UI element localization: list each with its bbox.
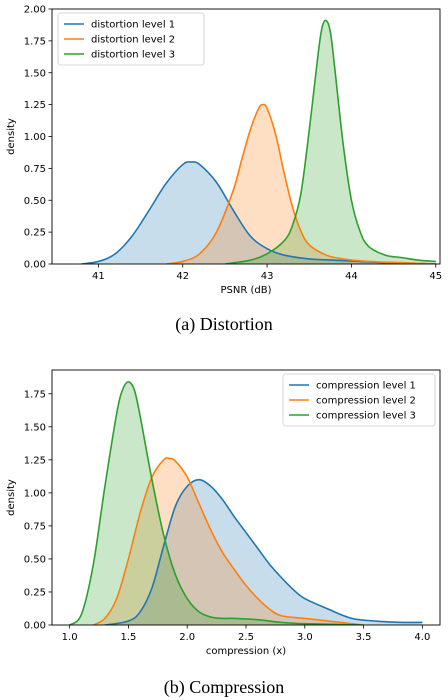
x-tick-label: 42 [176, 271, 189, 282]
y-tick-label: 1.25 [24, 455, 46, 466]
y-tick-label: 1.00 [24, 488, 46, 499]
series-line-3 [69, 381, 364, 625]
x-tick-label: 1.5 [120, 632, 136, 643]
y-axis-label: density [6, 479, 17, 516]
series-fill-1 [81, 161, 436, 264]
y-tick-label: 0.75 [24, 164, 46, 175]
y-tick-label: 0.25 [24, 228, 46, 239]
series-line-3 [224, 19, 436, 264]
legend: compression level 1 compression level 2 co… [282, 373, 436, 427]
x-tick-label: 2.5 [238, 632, 254, 643]
legend-box [282, 373, 436, 427]
caption-compression: (b) Compression [163, 677, 285, 697]
x-axis-label: PSNR (dB) [221, 285, 272, 296]
y-tick-label: 1.50 [24, 422, 46, 433]
x-tick-label: 4.0 [414, 632, 430, 643]
x-tick-label: 45 [429, 271, 442, 282]
legend-box [57, 12, 205, 66]
x-axis-label: compression (x) [206, 646, 286, 657]
y-tick-label: 0.75 [24, 521, 46, 532]
distortion-chart: 41 42 43 44 45 0.00 0.25 0.50 0.75 1.00 1.25 1.50 1.… [6, 5, 442, 297]
legend-label-3: distortion level 3 [91, 50, 175, 61]
y-tick-label: 0.25 [24, 587, 46, 598]
y-tick-label: 1.50 [24, 68, 46, 79]
x-tick-label: 44 [345, 271, 358, 282]
series-fill-3 [69, 381, 364, 625]
y-tick-label: 0.00 [24, 260, 46, 271]
series-fill-3 [224, 20, 436, 264]
series-line-2 [92, 457, 364, 625]
y-tick-label: 1.25 [24, 100, 46, 111]
y-axis-label: density [6, 118, 17, 155]
plot-area [69, 381, 423, 625]
legend-label-1: distortion level 1 [91, 20, 175, 31]
x-tick-label: 3.5 [356, 632, 372, 643]
y-tick-label: 0.50 [24, 554, 46, 565]
y-tick-label: 2.00 [24, 5, 46, 16]
y-tick-label: 1.75 [24, 389, 46, 400]
x-tick-label: 2.0 [179, 632, 195, 643]
x-tick-label: 3.0 [297, 632, 313, 643]
x-tick-label: 41 [92, 271, 105, 282]
series-fill-2 [93, 457, 364, 625]
plot-area [81, 19, 436, 264]
legend-label-2: distortion level 2 [91, 35, 175, 46]
caption-distortion: (a) Distortion [175, 314, 273, 334]
series-fill-1 [104, 479, 423, 625]
y-tick-label: 1.75 [24, 36, 46, 47]
y-tick-label: 0.50 [24, 196, 46, 207]
legend-label-2: compression level 2 [316, 396, 416, 407]
legend: distortion level 1 distortion level 2 dist… [57, 12, 205, 66]
y-tick-label: 1.00 [24, 132, 46, 143]
x-tick-label: 1.0 [62, 632, 78, 643]
y-tick-label: 0.00 [24, 621, 46, 632]
series-fill-2 [165, 104, 436, 264]
legend-label-1: compression level 1 [316, 381, 416, 392]
x-tick-label: 43 [261, 271, 274, 282]
legend-label-3: compression level 3 [316, 411, 416, 422]
series-line-2 [165, 103, 436, 264]
series-line-1 [104, 478, 423, 625]
compression-chart: 1.0 1.5 2.0 2.5 3.0 3.5 4.0 0.00 0.25 0.50 0.75 1.0… [6, 369, 441, 657]
